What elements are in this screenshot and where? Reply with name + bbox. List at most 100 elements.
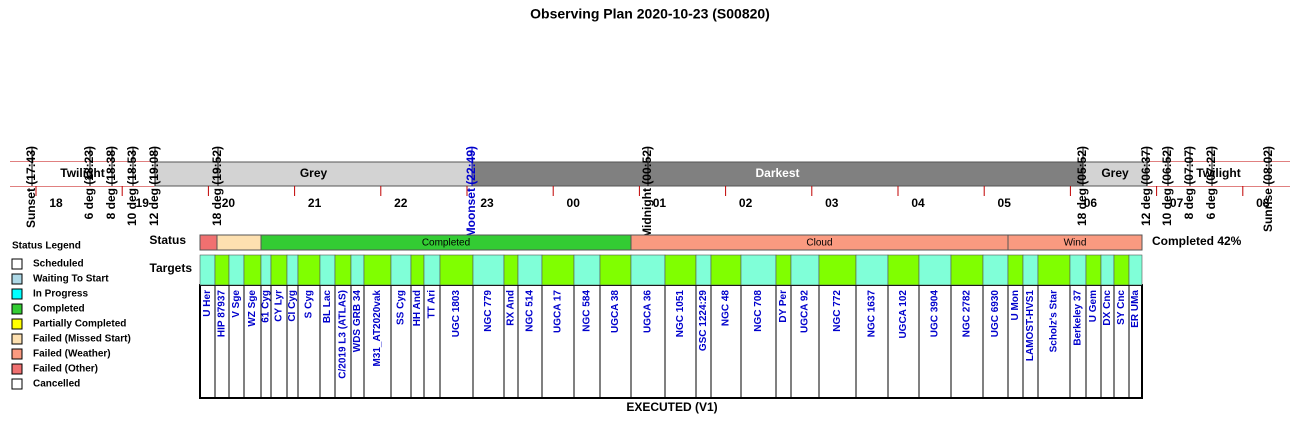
target-block <box>1037 254 1071 286</box>
legend-item: In Progress <box>33 289 88 300</box>
target-block <box>390 254 412 286</box>
band-label: Twilight <box>60 166 104 180</box>
target-name: WDS GRB 34 <box>352 290 363 353</box>
target-block <box>740 254 777 286</box>
target-block <box>199 254 216 286</box>
hour-label: 04 <box>911 196 925 210</box>
target-name: U Her <box>202 290 213 317</box>
hour-label: 22 <box>394 196 408 210</box>
target-block <box>695 254 712 286</box>
target-block <box>260 254 272 286</box>
target-block <box>350 254 365 286</box>
target-name: NGC 779 <box>483 290 494 332</box>
hour-label: 08 <box>1256 196 1270 210</box>
target-block <box>228 254 245 286</box>
legend-item: Completed <box>33 304 85 315</box>
target-name: NGC 584 <box>582 290 593 332</box>
target-block <box>503 254 519 286</box>
target-name: NGC 708 <box>753 290 764 332</box>
target-name: RX And <box>506 290 517 326</box>
event-label: Moonset (22:49) <box>464 146 478 237</box>
target-block <box>1007 254 1024 286</box>
target-name: NGC 2782 <box>962 290 973 338</box>
hour-label: 06 <box>1084 196 1098 210</box>
target-name: UGCA 38 <box>610 290 621 333</box>
hour-label: 18 <box>49 196 63 210</box>
legend-item: Scheduled <box>33 259 84 270</box>
hour-label: 00 <box>567 196 581 210</box>
status-segment <box>216 234 262 251</box>
target-name: BL Lac <box>322 290 333 324</box>
event-label: 8 deg (07:07) <box>1182 146 1196 219</box>
status-segment-label: Cloud <box>806 238 832 249</box>
target-name: C/2019 L3 (ATLAS) <box>338 290 349 379</box>
band-label: Grey <box>300 166 328 180</box>
target-name: M31_AT2020vak <box>372 290 383 367</box>
legend-item: Failed (Missed Start) <box>33 334 131 345</box>
targets-label: Targets <box>150 261 193 275</box>
target-name: UGC 1803 <box>451 290 462 338</box>
target-block <box>855 254 889 286</box>
legend-swatch <box>11 318 23 330</box>
target-name: ER UMa <box>1130 290 1141 328</box>
target-block <box>1085 254 1102 286</box>
hour-label: 23 <box>480 196 494 210</box>
target-name: DY Per <box>778 290 789 323</box>
legend-swatch <box>11 363 23 375</box>
target-name: NGC 1637 <box>867 290 878 338</box>
event-label: 6 deg (18:23) <box>82 146 96 219</box>
target-block <box>472 254 505 286</box>
target-block <box>664 254 697 286</box>
target-name: UGC 3904 <box>930 290 941 338</box>
target-name: UGCA 102 <box>898 290 909 339</box>
target-name: UGCA 36 <box>643 290 654 333</box>
status-segment <box>199 234 218 251</box>
target-name: V Sge <box>231 290 242 318</box>
target-name: LAMOST-HVS1 <box>1025 290 1036 362</box>
target-block <box>950 254 984 286</box>
target-block <box>423 254 441 286</box>
legend-item: Partially Completed <box>33 319 126 330</box>
legend-item: Failed (Other) <box>33 364 98 375</box>
title: Observing Plan 2020-10-23 (S00820) <box>530 6 770 22</box>
band <box>471 161 1084 187</box>
event-label: 18 deg (19:52) <box>210 146 224 226</box>
completion: Completed 42% <box>1152 234 1242 248</box>
status-segment <box>1007 234 1143 251</box>
target-block <box>818 254 857 286</box>
band <box>1082 161 1148 187</box>
legend-swatch <box>11 378 23 390</box>
target-name: NGC 514 <box>525 290 536 332</box>
legend-item: Cancelled <box>33 379 80 390</box>
legend-title: Status Legend <box>12 241 81 252</box>
target-block <box>439 254 474 286</box>
hour-label: 19 <box>136 196 150 210</box>
target-name: UGCA 17 <box>553 290 564 333</box>
target-block <box>410 254 425 286</box>
hour-label: 20 <box>222 196 236 210</box>
target-block <box>790 254 820 286</box>
target-block <box>541 254 575 286</box>
event-label: 18 deg (05:52) <box>1075 146 1089 226</box>
target-block <box>630 254 666 286</box>
target-block <box>297 254 321 286</box>
target-name: U Gem <box>1088 290 1099 322</box>
band <box>10 162 155 186</box>
target-name: SS Cyg <box>396 290 407 325</box>
target-name: WZ Sge <box>247 290 258 327</box>
target-block <box>775 254 792 286</box>
target-name: UGCA 92 <box>800 290 811 333</box>
target-name: 61 Cyg <box>261 290 272 323</box>
target-name: CY Lyr <box>274 290 285 322</box>
band <box>1147 162 1290 186</box>
event-label: 6 deg (07:22) <box>1204 146 1218 219</box>
target-block <box>270 254 288 286</box>
event-label: Sunrise (08:02) <box>1261 146 1275 232</box>
target-name: HIP 87937 <box>217 290 228 338</box>
event-label: 10 deg (06:52) <box>1160 146 1174 226</box>
target-block <box>710 254 742 286</box>
target-name: SY Cnc <box>1116 290 1127 325</box>
target-name: NGC 772 <box>832 290 843 332</box>
legend-swatch <box>11 303 23 315</box>
target-block <box>363 254 392 286</box>
